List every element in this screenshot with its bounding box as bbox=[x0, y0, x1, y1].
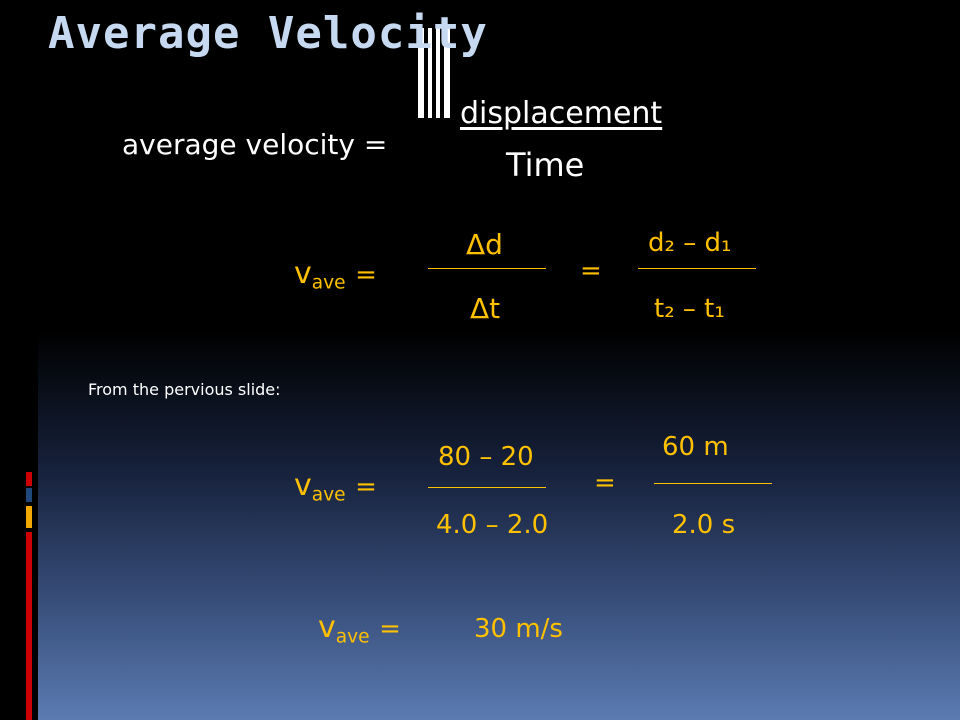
formula-fraction-line-1 bbox=[428, 268, 546, 269]
example-den1: 4.0 – 2.0 bbox=[436, 510, 549, 540]
formula-sub: ave bbox=[311, 272, 346, 294]
deco-bars-right bbox=[418, 28, 454, 124]
result-eq: = bbox=[379, 614, 401, 644]
formula-fraction-line-2 bbox=[638, 268, 756, 269]
example-eq: = bbox=[355, 472, 377, 502]
example-sub: ave bbox=[311, 484, 346, 506]
formula-num2: d₂ – d₁ bbox=[648, 228, 732, 258]
definition-lhs: average velocity = bbox=[122, 128, 388, 161]
result-value: 30 m/s bbox=[474, 614, 563, 644]
result-lhs: vave = bbox=[318, 610, 401, 648]
result-sub: ave bbox=[335, 626, 370, 648]
slide-background bbox=[38, 0, 960, 720]
note-text: From the pervious slide: bbox=[88, 380, 281, 399]
slide-title: Average Velocity bbox=[48, 8, 488, 59]
example-lhs: vave = bbox=[294, 468, 377, 506]
formula-den1: Δt bbox=[470, 292, 501, 325]
example-v: v bbox=[294, 468, 312, 503]
example-fraction-line-2 bbox=[654, 483, 772, 484]
example-fraction-line-1 bbox=[428, 487, 546, 488]
formula-eq2: = bbox=[580, 256, 602, 286]
formula-den2: t₂ – t₁ bbox=[654, 294, 725, 324]
formula-eq: = bbox=[355, 260, 377, 290]
definition-numerator: displacement bbox=[460, 96, 663, 131]
example-eq2: = bbox=[594, 468, 616, 498]
example-den2: 2.0 s bbox=[672, 510, 736, 540]
example-num1: 80 – 20 bbox=[438, 442, 534, 472]
definition-denominator: Time bbox=[506, 146, 585, 184]
formula-lhs: vave = bbox=[294, 256, 377, 294]
formula-num1: Δd bbox=[466, 228, 503, 261]
result-v: v bbox=[318, 610, 336, 645]
formula-v: v bbox=[294, 256, 312, 291]
example-num2: 60 m bbox=[662, 432, 729, 462]
